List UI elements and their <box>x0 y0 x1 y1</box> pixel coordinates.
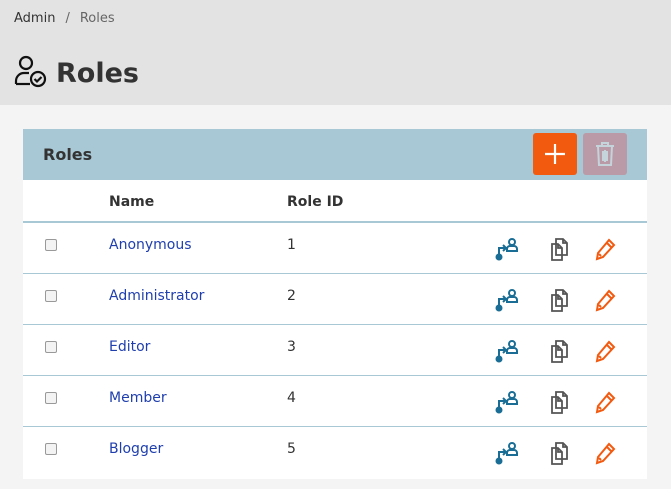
role-name-link[interactable]: Member <box>109 390 167 406</box>
role-id: 4 <box>287 390 296 406</box>
copy-icon[interactable] <box>548 288 572 316</box>
row-checkbox[interactable] <box>45 392 57 404</box>
trash-icon <box>596 142 614 166</box>
role-id: 5 <box>287 441 296 457</box>
column-role-id[interactable]: Role ID <box>287 194 344 210</box>
role-name-link[interactable]: Editor <box>109 339 151 355</box>
assign-users-icon[interactable] <box>495 339 519 367</box>
role-id: 3 <box>287 339 296 355</box>
row-checkbox[interactable] <box>45 239 57 251</box>
table-row: Anonymous 1 <box>23 223 647 274</box>
role-id: 2 <box>287 288 296 304</box>
table-row: Administrator 2 <box>23 274 647 325</box>
row-checkbox[interactable] <box>45 290 57 302</box>
page-title: Roles <box>56 57 139 89</box>
breadcrumb: Admin / Roles <box>14 11 115 26</box>
table-header: Name Role ID <box>23 180 647 223</box>
panel-title: Roles <box>43 145 93 164</box>
breadcrumb-separator: / <box>65 11 70 26</box>
role-name-link[interactable]: Administrator <box>109 288 205 304</box>
row-checkbox[interactable] <box>45 443 57 455</box>
role-name-link[interactable]: Anonymous <box>109 237 192 253</box>
role-id: 1 <box>287 237 296 253</box>
edit-pencil-icon[interactable] <box>594 237 618 265</box>
table-row: Member 4 <box>23 376 647 427</box>
edit-pencil-icon[interactable] <box>594 390 618 418</box>
table-row: Blogger 5 <box>23 427 647 478</box>
assign-users-icon[interactable] <box>495 390 519 418</box>
delete-role-button[interactable] <box>583 133 627 175</box>
column-name[interactable]: Name <box>109 194 155 210</box>
copy-icon[interactable] <box>548 237 572 265</box>
assign-users-icon[interactable] <box>495 441 519 469</box>
copy-icon[interactable] <box>548 441 572 469</box>
roles-panel: Roles Name Role ID Anonymous 1 Administr… <box>23 129 647 479</box>
assign-users-icon[interactable] <box>495 288 519 316</box>
page-header: Admin / Roles Roles <box>0 0 671 105</box>
add-role-button[interactable] <box>533 133 577 175</box>
table-row: Editor 3 <box>23 325 647 376</box>
assign-users-icon[interactable] <box>495 237 519 265</box>
row-checkbox[interactable] <box>45 341 57 353</box>
plus-icon <box>545 144 565 164</box>
breadcrumb-admin[interactable]: Admin <box>14 11 56 26</box>
breadcrumb-roles: Roles <box>79 11 115 26</box>
edit-pencil-icon[interactable] <box>594 288 618 316</box>
role-name-link[interactable]: Blogger <box>109 441 164 457</box>
copy-icon[interactable] <box>548 339 572 367</box>
user-check-icon <box>14 54 48 92</box>
edit-pencil-icon[interactable] <box>594 441 618 469</box>
copy-icon[interactable] <box>548 390 572 418</box>
edit-pencil-icon[interactable] <box>594 339 618 367</box>
